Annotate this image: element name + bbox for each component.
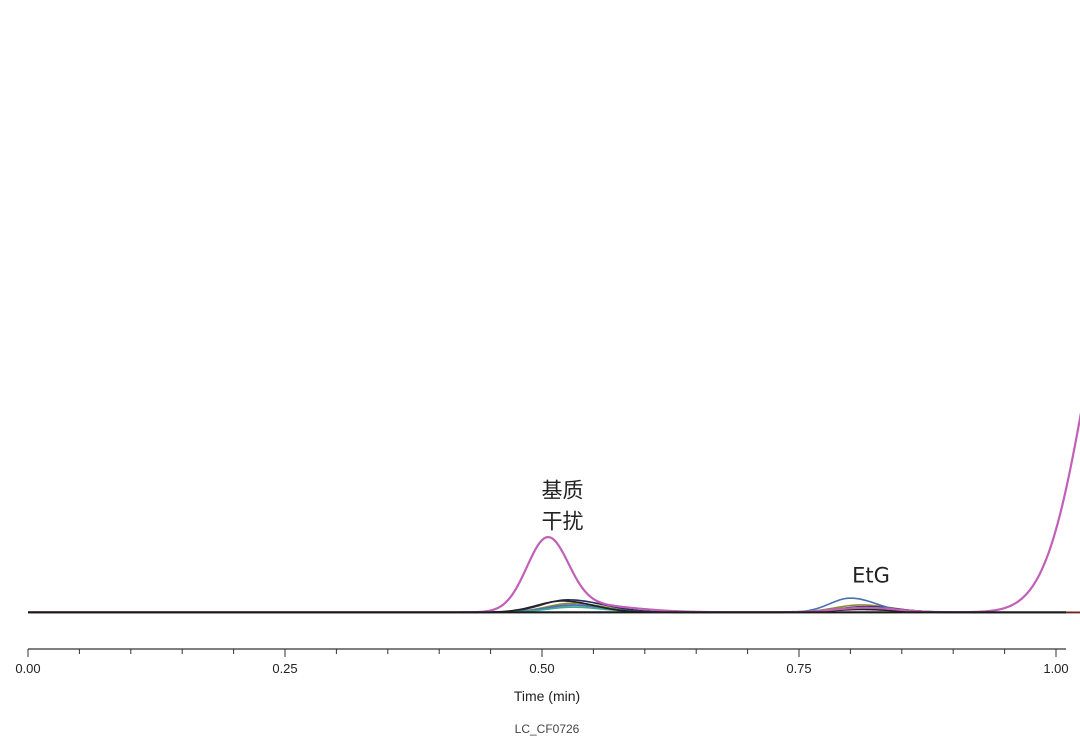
peak-annotation-2-line-0: 基质 — [542, 479, 584, 503]
x-tick-label: 0.00 — [15, 661, 40, 676]
series-line-1 — [28, 412, 1080, 614]
annotation-layer: EtS基质干扰基质干扰EtG — [542, 479, 890, 588]
peak-annotation-3-line-0: EtG — [852, 563, 890, 587]
x-tick-label: 0.75 — [786, 661, 811, 676]
peak-annotation-2-line-1: 干扰 — [542, 510, 584, 534]
x-axis: 0.000.250.500.751.001.251.501.752.002.25… — [15, 648, 1069, 676]
figure-code-label: LC_CF0726 — [515, 722, 580, 736]
x-tick-label: 1.00 — [1043, 661, 1068, 676]
x-tick-label: 0.50 — [529, 661, 554, 676]
x-tick-label: 0.25 — [272, 661, 297, 676]
x-axis-title: Time (min) — [514, 688, 580, 704]
